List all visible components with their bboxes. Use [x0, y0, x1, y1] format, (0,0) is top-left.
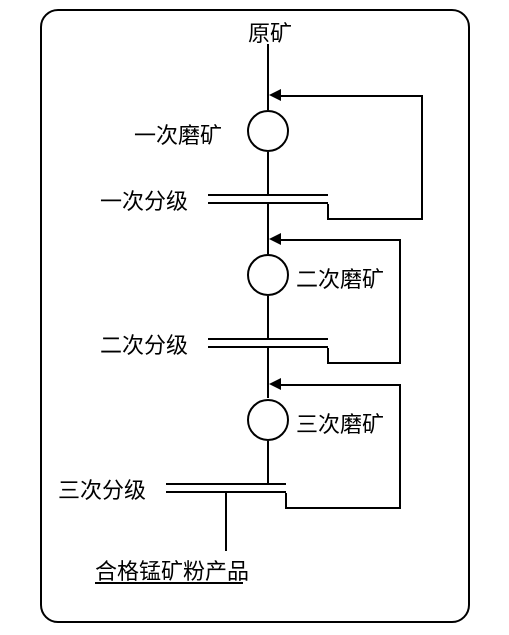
rb3-right — [399, 384, 401, 509]
rb3-arrow — [269, 378, 281, 390]
line-c2-to-cl2 — [267, 296, 269, 338]
rb3-top — [279, 384, 400, 386]
grind3-label: 三次磨矿 — [296, 407, 384, 439]
rb1-down — [327, 204, 329, 218]
grind2-label: 二次磨矿 — [296, 262, 384, 294]
product-underline — [95, 582, 243, 584]
class3-label: 三次分级 — [58, 473, 146, 505]
rb3-down — [285, 493, 287, 507]
rb1-right — [421, 95, 423, 220]
classifier1 — [208, 194, 328, 204]
rb1-arrow — [269, 89, 281, 101]
rb2-top — [279, 239, 400, 241]
line-c3-to-cl3 — [267, 441, 269, 483]
line-c1-to-cl1 — [267, 152, 269, 195]
grind3-circle — [247, 399, 289, 441]
line-cl1-to-c2 — [267, 204, 269, 254]
rb2-down — [327, 348, 329, 362]
rb2-right — [399, 239, 401, 364]
grind1-label: 一次磨矿 — [134, 118, 222, 150]
rb2-bottom — [327, 362, 401, 364]
class1-label: 一次分级 — [100, 184, 188, 216]
rb2-arrow — [269, 233, 281, 245]
diagram-canvas: 原矿 一次磨矿 一次分级 二次磨矿 二次分级 三次磨矿 三次分级 合格锰矿粉产品 — [0, 0, 509, 635]
raw-ore-label: 原矿 — [248, 16, 292, 48]
rb1-bottom — [327, 218, 423, 220]
classifier2 — [208, 338, 328, 348]
grind1-circle — [247, 110, 289, 152]
class2-label: 二次分级 — [100, 328, 188, 360]
line-cl2-to-c3 — [267, 348, 269, 398]
classifier3 — [166, 483, 286, 493]
rb1-top — [279, 95, 422, 97]
rb3-bottom — [285, 507, 401, 509]
grind2-circle — [247, 254, 289, 296]
outer-frame — [40, 9, 470, 623]
line-cl3-to-product — [225, 493, 227, 551]
